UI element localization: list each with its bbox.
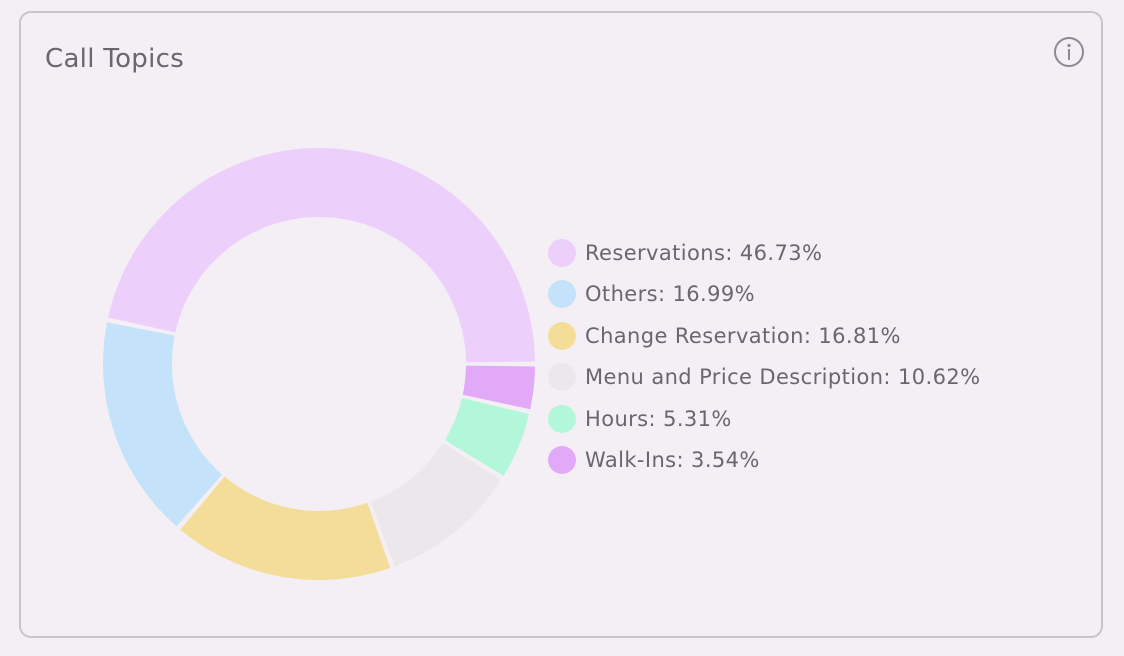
legend-label: Reservations: 46.73%	[585, 240, 823, 265]
donut-slice-others[interactable]	[103, 322, 223, 527]
donut-slice-reservations[interactable]	[108, 148, 535, 363]
info-icon[interactable]	[1053, 36, 1085, 68]
card-title: Call Topics	[45, 44, 185, 74]
legend-item[interactable]: Change Reservation: 16.81%	[548, 315, 980, 357]
legend-label: Walk-Ins: 3.54%	[585, 448, 760, 473]
donut-slice-menu-and-price-description[interactable]	[370, 443, 502, 567]
legend-label: Others: 16.99%	[585, 282, 755, 307]
donut-slice-change-reservation[interactable]	[180, 476, 391, 580]
legend-swatch	[548, 238, 576, 267]
legend-label: Menu and Price Description: 10.62%	[585, 365, 981, 390]
legend-item[interactable]: Others: 16.99%	[548, 274, 980, 316]
legend-swatch	[548, 404, 576, 433]
legend-item[interactable]: Reservations: 46.73%	[548, 232, 980, 274]
legend-label: Hours: 5.31%	[585, 406, 732, 431]
legend-label: Change Reservation: 16.81%	[585, 323, 901, 348]
legend-swatch	[548, 446, 576, 475]
donut-slice-hours[interactable]	[444, 398, 530, 476]
legend-swatch	[548, 280, 576, 309]
chart-legend: Reservations: 46.73% Others: 16.99% Change…	[548, 232, 980, 481]
legend-item[interactable]: Walk-Ins: 3.54%	[548, 440, 980, 482]
donut-slice-walk-ins[interactable]	[462, 365, 535, 410]
legend-item[interactable]: Hours: 5.31%	[548, 398, 980, 440]
legend-swatch	[548, 321, 576, 350]
legend-item[interactable]: Menu and Price Description: 10.62%	[548, 357, 980, 399]
legend-swatch	[548, 363, 576, 392]
